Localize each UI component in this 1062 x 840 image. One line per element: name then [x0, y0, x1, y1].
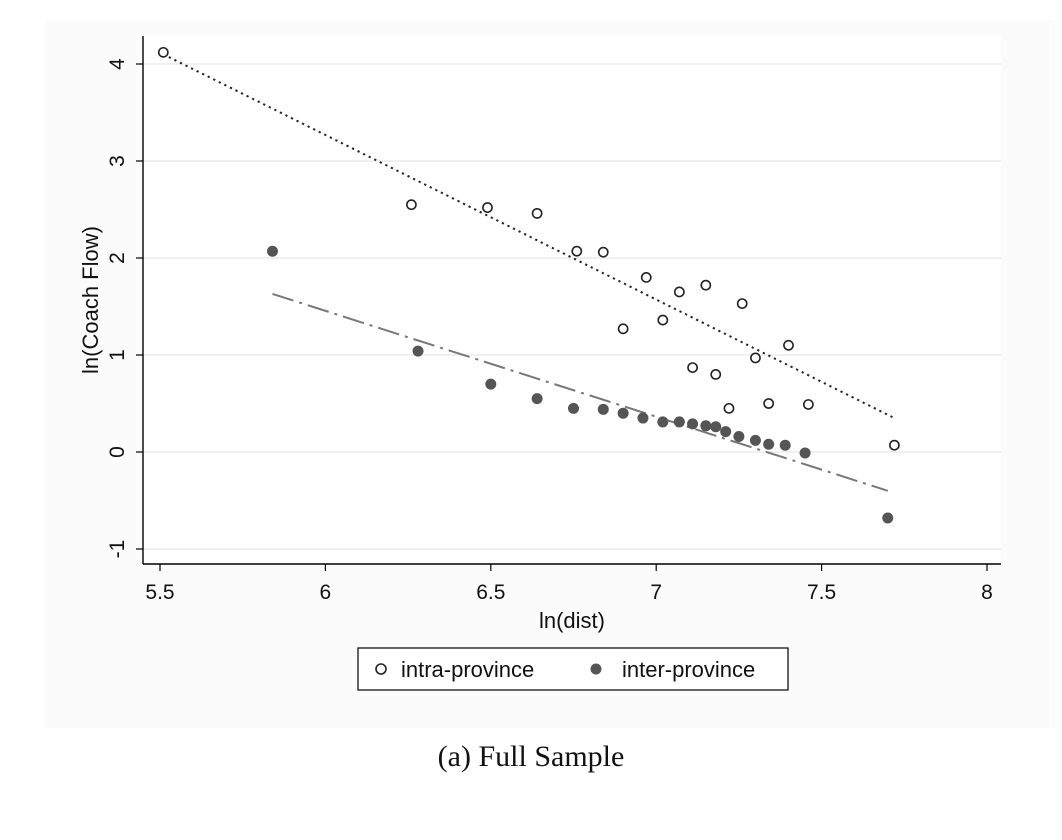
- y-tick-label: 2: [106, 252, 129, 264]
- inter-province-point: [700, 420, 712, 432]
- inter-province-point: [779, 439, 791, 451]
- x-tick-label: 8: [981, 581, 993, 604]
- x-tick-label: 6: [320, 581, 332, 604]
- data-points: [157, 46, 900, 524]
- intra-province-point: [763, 398, 775, 409]
- intra-province-point: [640, 271, 652, 283]
- intra-province-point: [736, 298, 748, 309]
- inter-province-point: [637, 412, 649, 424]
- inter-province-fit-line: [272, 292, 889, 492]
- y-tick-label: 1: [106, 349, 129, 361]
- inter-province-point: [749, 434, 761, 446]
- intra-province-point: [673, 286, 685, 298]
- inter-province-point: [597, 403, 609, 415]
- inter-province-point: [763, 438, 775, 450]
- intra-province-point: [597, 246, 609, 258]
- y-tick-label: 3: [106, 155, 129, 167]
- inter-province-point: [485, 378, 497, 390]
- legend-intra-marker: [375, 663, 387, 675]
- legend-inter-label: inter-province: [622, 657, 755, 682]
- inter-province-point: [733, 430, 745, 442]
- fit-lines: [162, 53, 895, 492]
- plot-area: [143, 36, 1001, 564]
- y-axis-label: ln(Coach Flow): [78, 226, 103, 374]
- x-tick-label: 7: [650, 581, 662, 604]
- intra-province-point: [802, 399, 814, 410]
- x-axis-label: ln(dist): [539, 608, 605, 633]
- intra-province-point: [157, 46, 169, 58]
- intra-province-point: [571, 245, 583, 257]
- x-tick-label: 6.5: [476, 581, 505, 604]
- inter-province-point: [412, 345, 424, 357]
- inter-province-point: [531, 393, 543, 405]
- intra-province-point: [531, 207, 543, 219]
- inter-province-point: [720, 426, 732, 438]
- y-tick-label: -1: [106, 540, 129, 559]
- legend-intra-label: intra-province: [401, 657, 534, 682]
- intra-province-point: [687, 362, 698, 374]
- inter-province-point: [617, 407, 629, 419]
- intra-province-point: [482, 202, 493, 213]
- inter-province-point: [687, 418, 699, 430]
- gridlines: [143, 63, 1001, 550]
- inter-province-point: [673, 416, 685, 428]
- intra-province-point: [710, 368, 722, 380]
- intra-province-point: [783, 339, 794, 351]
- legend-box: [357, 647, 789, 691]
- inter-province-point: [568, 402, 579, 414]
- inter-province-point: [882, 512, 894, 524]
- x-tick-label: 7.5: [807, 581, 836, 604]
- intra-province-point: [406, 199, 417, 211]
- intra-province-point: [617, 323, 629, 335]
- axis-ticks: -1 0 1 2 3 4 5.5 6 6.5 7 7.5 8: [106, 58, 993, 604]
- y-tick-label: 0: [106, 446, 129, 458]
- figure-caption: (a) Full Sample: [437, 740, 625, 773]
- intra-province-point: [750, 352, 761, 364]
- y-tick-label: 4: [106, 58, 129, 70]
- intra-province-point: [888, 439, 900, 451]
- inter-province-point: [799, 447, 811, 459]
- intra-province-point: [657, 314, 669, 326]
- intra-province-point: [700, 279, 712, 291]
- inter-province-point: [266, 245, 278, 257]
- inter-province-point: [710, 421, 722, 433]
- x-tick-label: 5.5: [145, 581, 174, 604]
- legend-inter-marker: [590, 663, 602, 675]
- inter-province-point: [657, 416, 669, 428]
- intra-province-point: [723, 402, 735, 414]
- legend: intra-province inter-province: [357, 647, 789, 691]
